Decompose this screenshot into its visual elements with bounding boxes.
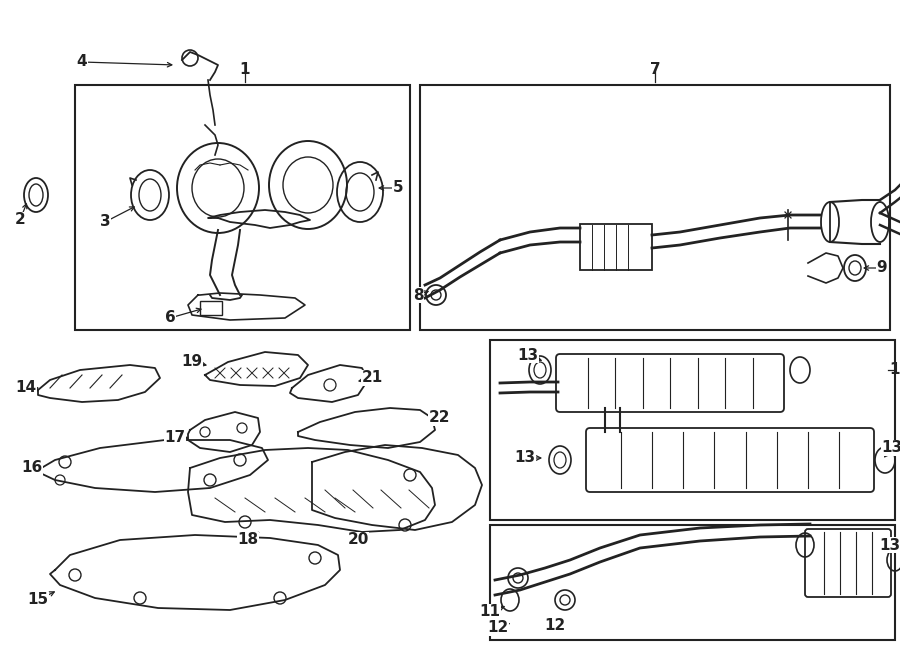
Bar bbox=[200, 301, 222, 315]
Text: 13: 13 bbox=[881, 440, 900, 455]
Bar bbox=[580, 224, 652, 270]
Text: 9: 9 bbox=[877, 261, 887, 275]
Text: 20: 20 bbox=[347, 532, 369, 547]
Text: 4: 4 bbox=[76, 54, 87, 70]
Text: 18: 18 bbox=[238, 532, 258, 547]
Text: 12: 12 bbox=[544, 618, 565, 632]
Text: 7: 7 bbox=[650, 62, 661, 77]
Bar bbox=[490, 340, 895, 520]
Text: 10: 10 bbox=[889, 363, 900, 377]
Text: 13: 13 bbox=[518, 348, 538, 363]
Text: 6: 6 bbox=[165, 310, 176, 326]
Text: 11: 11 bbox=[480, 604, 500, 620]
Text: 12: 12 bbox=[488, 620, 508, 636]
Text: 3: 3 bbox=[100, 214, 111, 230]
Text: 5: 5 bbox=[392, 181, 403, 195]
Text: 14: 14 bbox=[15, 381, 37, 395]
Text: 13: 13 bbox=[879, 538, 900, 553]
Text: 17: 17 bbox=[165, 430, 185, 446]
Text: 1: 1 bbox=[239, 62, 250, 77]
Text: 13: 13 bbox=[515, 451, 536, 465]
Bar bbox=[420, 85, 890, 330]
Text: 21: 21 bbox=[362, 371, 382, 385]
Text: 15: 15 bbox=[27, 592, 49, 608]
Text: 2: 2 bbox=[14, 213, 25, 228]
Text: 8: 8 bbox=[413, 287, 423, 303]
Text: 22: 22 bbox=[429, 410, 451, 426]
Text: 19: 19 bbox=[182, 354, 202, 369]
Bar bbox=[75, 85, 410, 330]
Text: 16: 16 bbox=[22, 461, 42, 475]
Bar bbox=[490, 525, 895, 640]
